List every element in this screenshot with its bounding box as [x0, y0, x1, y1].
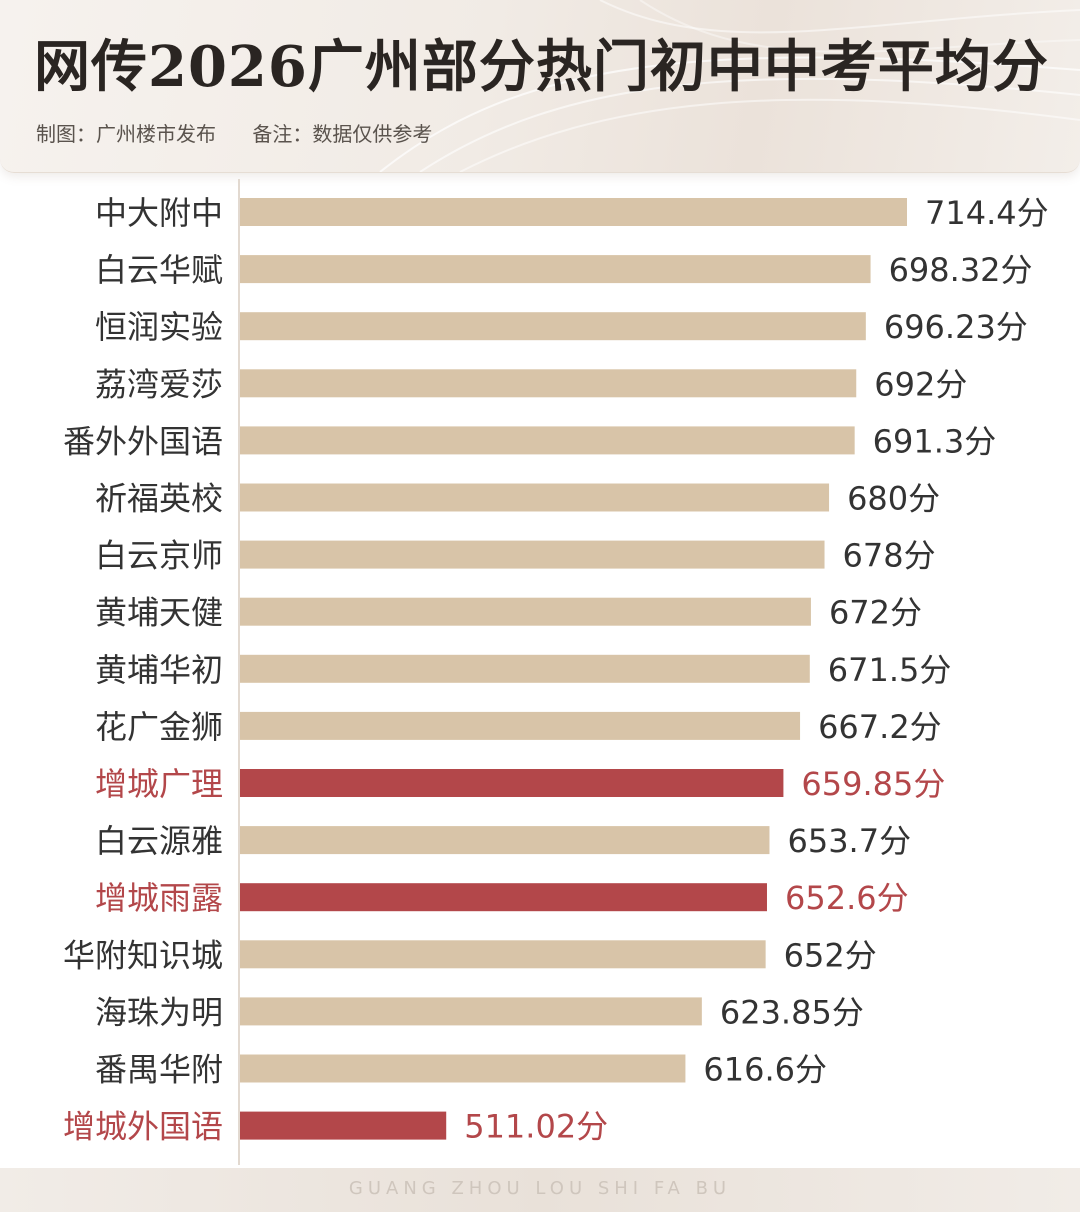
bar: [240, 883, 767, 912]
category-label: 花广金狮: [95, 708, 223, 746]
category-label: 黄埔华初: [95, 651, 223, 689]
bar: [240, 255, 871, 284]
bar: [240, 312, 866, 341]
value-label: 680分: [847, 480, 940, 518]
value-label: 667.2分: [818, 708, 942, 746]
value-label: 659.85分: [801, 765, 945, 803]
bar: [240, 1111, 447, 1140]
category-label: 白云源雅: [95, 822, 223, 860]
category-label: 白云华赋: [95, 251, 223, 289]
value-label: 616.6分: [703, 1051, 827, 1089]
category-label: 祈福英校: [95, 480, 223, 518]
bar: [240, 769, 784, 797]
bar: [240, 940, 766, 969]
value-label: 696.23分: [884, 308, 1028, 346]
value-label: 691.3分: [873, 422, 997, 460]
value-label: 714.4分: [925, 194, 1049, 232]
chart-title: 网传2026广州部分热门初中中考平均分: [34, 34, 1049, 100]
bar: [240, 1054, 686, 1083]
category-label: 恒润实验: [95, 308, 223, 346]
bar: [240, 369, 857, 398]
value-label: 671.5分: [828, 651, 952, 689]
value-label: 672分: [829, 594, 922, 632]
wave-decoration: [379, 0, 1080, 172]
value-label: 623.85分: [720, 993, 864, 1031]
chart-subline: 制图：广州楼市发布 备注：数据仅供参考: [36, 118, 432, 147]
category-label: 番外外国语: [63, 422, 223, 460]
category-label: 增城雨露: [95, 879, 223, 917]
bar: [240, 826, 770, 855]
value-label: 652.6分: [785, 879, 909, 917]
footer-band: GUANG ZHOU LOU SHI FA BU: [0, 1168, 1080, 1212]
category-label: 增城外国语: [63, 1108, 223, 1146]
category-label: 增城广理: [95, 765, 223, 803]
value-label: 698.32分: [889, 251, 1033, 289]
category-label: 黄埔天健: [95, 594, 223, 632]
bar: [240, 654, 810, 683]
bar: [240, 198, 907, 226]
chart-note: 备注：数据仅供参考: [252, 122, 433, 146]
bar: [240, 597, 811, 626]
value-label: 511.02分: [464, 1108, 608, 1146]
bar: [240, 426, 855, 455]
category-label: 中大附中: [95, 194, 223, 232]
footer-text: GUANG ZHOU LOU SHI FA BU: [348, 1178, 732, 1199]
category-label: 荔湾爱莎: [95, 365, 223, 403]
category-label: 白云京师: [95, 537, 223, 575]
category-label: 番禺华附: [95, 1051, 223, 1089]
chart-credit: 制图：广州楼市发布: [36, 122, 216, 146]
bar: [240, 997, 702, 1026]
bar: [240, 711, 801, 740]
value-label: 653.7分: [787, 822, 911, 860]
chart-header: 网传2026广州部分热门初中中考平均分 制图：广州楼市发布 备注：数据仅供参考: [0, 0, 1080, 173]
bar: [240, 483, 830, 512]
category-label: 海珠为明: [95, 993, 223, 1031]
value-label: 692分: [874, 365, 967, 403]
bar: [240, 540, 825, 569]
value-label: 652分: [784, 936, 877, 974]
value-label: 678分: [843, 537, 936, 575]
category-label: 华附知识城: [63, 936, 223, 974]
